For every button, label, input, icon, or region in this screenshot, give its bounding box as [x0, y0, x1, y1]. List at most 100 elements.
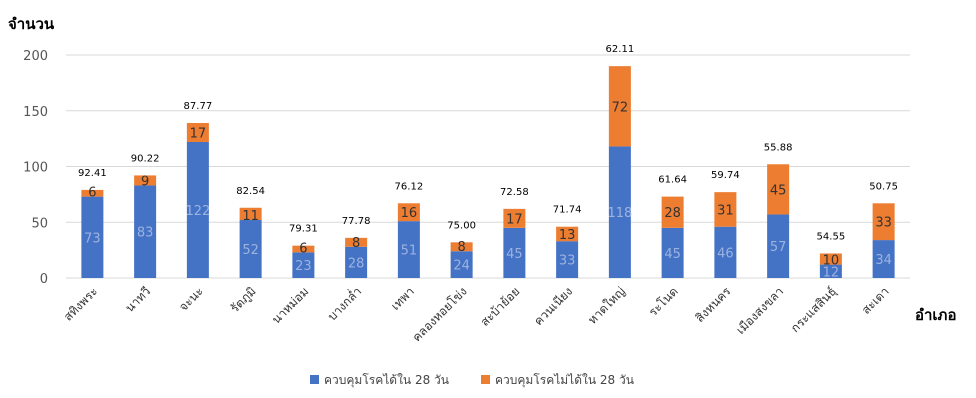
bar-controlled [767, 214, 790, 278]
x-tick-label: ระโนด [646, 284, 681, 319]
data-label-controlled: 83 [137, 226, 154, 241]
data-label-controlled: 45 [506, 247, 523, 262]
bar-controlled [345, 246, 368, 278]
bar-controlled [819, 264, 842, 278]
rate-label: 82.54 [236, 186, 265, 197]
data-label-controlled: 57 [770, 240, 787, 255]
bar-not-controlled [556, 226, 579, 242]
x-tick-label: บางกล่ำ [324, 283, 365, 324]
x-tick-label: กระแสสินธุ์ [788, 284, 840, 336]
rate-label: 87.77 [184, 101, 213, 112]
bar-not-controlled [134, 175, 157, 186]
rate-label: 71.74 [553, 205, 582, 216]
data-label-not-controlled: 45 [770, 183, 787, 198]
bar-controlled [397, 221, 420, 278]
bar-not-controlled [239, 207, 262, 221]
legend-label-not-controlled: ควบคุมโรคไม่ได้ใน 28 วัน [495, 373, 634, 388]
rate-label: 55.88 [764, 142, 793, 153]
data-label-not-controlled: 8 [352, 236, 360, 251]
bar-not-controlled [661, 196, 684, 228]
rate-label: 72.58 [500, 187, 529, 198]
x-tick-label: นาทวี [122, 284, 153, 315]
data-label-not-controlled: 16 [401, 206, 418, 221]
x-axis-categories: สทิงพระ นาทวี จะนะ รัตภูมิ นาหม่อม บางกล่ำ เทพ… [61, 283, 892, 345]
bar-controlled [872, 240, 895, 278]
rate-label: 61.64 [658, 175, 687, 186]
bar-controlled [661, 227, 684, 278]
x-tick-label: สะบ้าย้อย [478, 284, 523, 329]
bar-controlled [714, 226, 737, 278]
data-label-not-controlled: 28 [664, 206, 681, 221]
bar-controlled [186, 141, 209, 278]
x-tick-label: เทพา [388, 284, 417, 313]
data-label-not-controlled: 17 [190, 126, 207, 141]
bar-controlled [134, 185, 157, 278]
bar-controlled [608, 146, 631, 278]
x-tick-label: สะเดา [859, 284, 892, 317]
y-tick-label: 100 [23, 161, 48, 176]
rate-label: 75.00 [447, 220, 476, 231]
y-tick-label: 150 [23, 105, 48, 120]
data-label-not-controlled: 17 [506, 212, 523, 227]
data-label-controlled: 12 [823, 265, 840, 280]
data-label-not-controlled: 6 [88, 186, 96, 201]
data-label-not-controlled: 31 [717, 203, 734, 218]
bar-not-controlled [81, 189, 104, 197]
bar-not-controlled [819, 253, 842, 265]
x-tick-label: คลองหอยโข่ง [410, 284, 470, 344]
data-label-controlled: 34 [875, 253, 892, 268]
rate-label: 79.31 [289, 224, 318, 235]
bar-controlled [503, 227, 526, 278]
data-label-controlled: 51 [401, 244, 418, 259]
rate-label: 92.41 [78, 168, 107, 179]
bar-not-controlled [345, 237, 368, 247]
y-tick-label: 50 [31, 216, 48, 231]
y-tick-label: 0 [40, 272, 48, 287]
bar-not-controlled [503, 208, 526, 228]
x-axis-label: อำเภอ [915, 306, 956, 324]
legend-swatch-not-controlled [481, 375, 490, 384]
data-label-not-controlled: 10 [823, 254, 840, 269]
bar-controlled [292, 252, 315, 278]
x-tick-label: หาดใหญ่ [585, 284, 628, 327]
data-label-controlled: 122 [185, 204, 210, 219]
bars: 73 6 92.41 83 9 90.22 122 17 87.77 52 11 82.54 23 6 79… [78, 44, 898, 280]
bar-controlled [239, 220, 262, 278]
data-label-controlled: 23 [295, 259, 312, 274]
bar-not-controlled [292, 245, 315, 253]
rate-label: 77.78 [342, 216, 371, 227]
bar-controlled [81, 196, 104, 278]
x-tick-label: สทิงพระ [61, 284, 101, 324]
x-tick-label: ควนเนียง [531, 284, 575, 328]
rate-label: 90.22 [131, 153, 160, 164]
bar-not-controlled [186, 123, 209, 142]
data-label-not-controlled: 13 [559, 228, 576, 243]
data-label-controlled: 52 [242, 243, 259, 258]
bar-not-controlled [608, 66, 631, 147]
data-label-controlled: 73 [84, 231, 101, 246]
x-tick-label: จะนะ [176, 284, 206, 314]
rate-label: 76.12 [395, 181, 424, 192]
rate-label: 59.74 [711, 170, 740, 181]
data-label-not-controlled: 11 [242, 209, 259, 224]
data-label-controlled: 28 [348, 256, 365, 271]
legend-label-controlled: ควบคุมโรคได้ใน 28 วัน [324, 373, 449, 388]
data-label-not-controlled: 9 [141, 174, 149, 189]
data-label-controlled: 24 [453, 259, 470, 274]
rate-label: 50.75 [869, 181, 898, 192]
bar-not-controlled [767, 164, 790, 215]
legend-swatch-controlled [310, 375, 319, 384]
data-label-controlled: 45 [664, 247, 681, 262]
x-tick-label: นาหม่อม [269, 284, 311, 326]
data-label-controlled: 118 [607, 206, 632, 221]
data-label-not-controlled: 72 [612, 100, 629, 115]
y-axis-label: จำนวน [8, 15, 55, 33]
bar-controlled [556, 241, 579, 278]
data-label-not-controlled: 33 [875, 216, 892, 231]
data-label-controlled: 33 [559, 254, 576, 269]
bar-not-controlled [450, 242, 473, 252]
x-tick-label: สิงหนคร [693, 284, 734, 325]
x-tick-label: เมืองสงขลา [734, 284, 787, 337]
rate-label: 62.11 [606, 44, 635, 55]
